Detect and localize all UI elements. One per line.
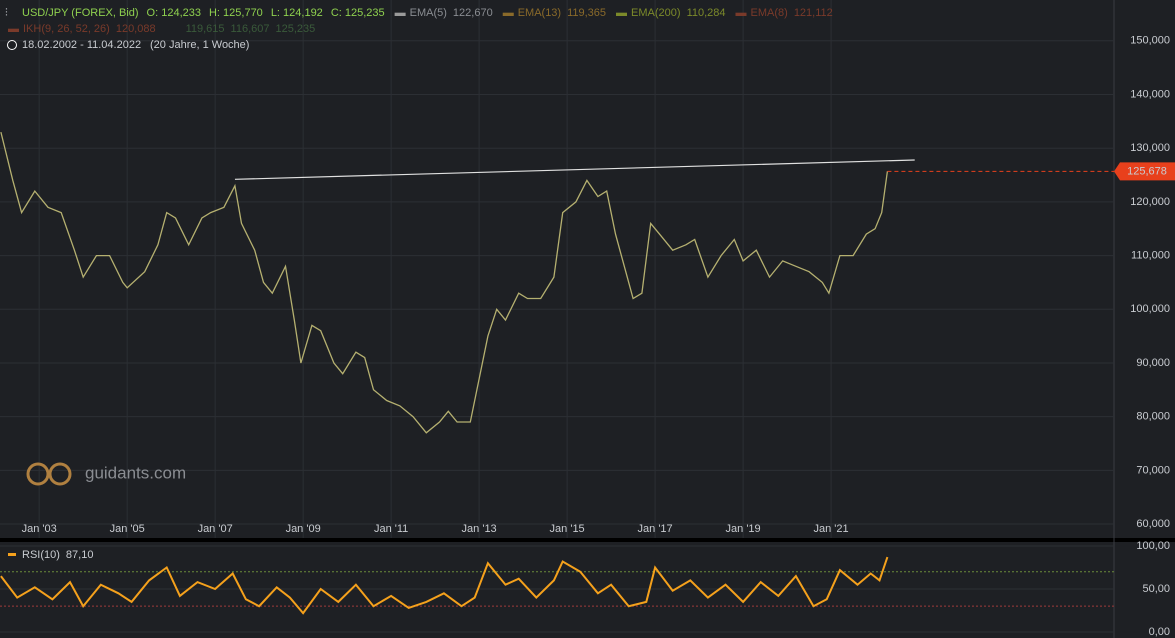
trend-line: [234, 159, 915, 180]
legend-swatch: [8, 553, 16, 556]
series-line: [0, 556, 889, 615]
x-tick-label: Jan '21: [814, 523, 849, 535]
indicator-value: 121,112: [794, 7, 833, 19]
watermark: guidants.com: [85, 463, 186, 482]
ohlc: H: 125,770: [209, 7, 263, 19]
legend-name: RSI(10): [22, 549, 60, 561]
last-price-tag: [1114, 162, 1175, 181]
y-tick-label: 120,000: [1130, 196, 1170, 208]
legend-value: 87,10: [66, 549, 94, 561]
y-tick-label: 0,00: [1149, 626, 1170, 638]
y-tick-label: 150,000: [1130, 35, 1170, 47]
y-tick-label: 140,000: [1130, 88, 1170, 100]
y-tick-label: 100,000: [1130, 303, 1170, 315]
indicator-name: EMA(8): [751, 7, 788, 19]
ohlc: L: 124,192: [271, 7, 323, 19]
price-panel: [0, 0, 1114, 538]
y-tick-label: 100,00: [1136, 540, 1170, 552]
x-tick-label: Jan '07: [198, 523, 233, 535]
indicator-value: 122,670: [453, 7, 493, 19]
x-tick-label: Jan '11: [374, 523, 408, 535]
indicator-dash: ▬: [503, 7, 514, 19]
ikh-value: 120,088: [116, 23, 156, 35]
panel-divider: [0, 538, 1175, 542]
y-tick-label: 130,000: [1130, 142, 1170, 154]
indicator-value: 110,284: [687, 7, 726, 19]
legend-text: RSI(10) 87,10: [22, 549, 93, 561]
symbol-icon: ⫶: [5, 7, 8, 19]
indicator-dash: ▬: [616, 7, 627, 19]
date-span: (20 Jahre, 1 Woche): [150, 39, 249, 51]
y-tick-label: 70,000: [1136, 464, 1170, 476]
y-tick-label: 60,000: [1136, 518, 1170, 530]
symbol: USD/JPY (FOREX, Bid): [22, 7, 139, 19]
x-tick-label: Jan '05: [110, 523, 145, 535]
last-price-label: 125,678: [1127, 165, 1167, 177]
ohlc: O: 124,233: [147, 7, 201, 19]
indicator-dash: ▬: [395, 7, 406, 19]
y-tick-label: 90,000: [1136, 357, 1170, 369]
x-tick-label: Jan '19: [726, 523, 761, 535]
indicator-value: 119,365: [567, 7, 606, 19]
header-line: USD/JPY (FOREX, Bid) O: 124,233 H: 125,770…: [22, 7, 833, 19]
x-tick-label: Jan '03: [22, 523, 57, 535]
ikh-value: 119,615: [186, 23, 225, 35]
x-tick-label: Jan '17: [638, 523, 673, 535]
indicator-dash: ▬: [736, 7, 747, 19]
indicator-name: EMA(5): [410, 7, 447, 19]
x-tick-label: Jan '09: [286, 523, 321, 535]
series-line: [0, 131, 889, 434]
x-tick-label: Jan '13: [462, 523, 497, 535]
header-line: ▬ IKH(9, 26, 52, 26) 120,088 119,615 116,607…: [8, 23, 315, 35]
ikh-name: IKH(9, 26, 52, 26): [23, 23, 110, 35]
y-tick-label: 50,00: [1142, 583, 1170, 595]
indicator-name: EMA(200): [631, 7, 681, 19]
watermark-logo: [26, 462, 72, 486]
indicator-name: EMA(13): [518, 7, 561, 19]
ohlc: C: 125,235: [331, 7, 385, 19]
ikh-value: 116,607: [231, 23, 270, 35]
clock-icon: [7, 40, 17, 50]
date-range: 18.02.2002 - 11.04.2022: [22, 39, 141, 51]
y-tick-label: 80,000: [1136, 411, 1170, 423]
x-tick-label: Jan '15: [550, 523, 585, 535]
ikh-value: 125,235: [276, 23, 316, 35]
ikh-dash: ▬: [8, 23, 19, 35]
y-tick-label: 110,000: [1131, 249, 1170, 261]
